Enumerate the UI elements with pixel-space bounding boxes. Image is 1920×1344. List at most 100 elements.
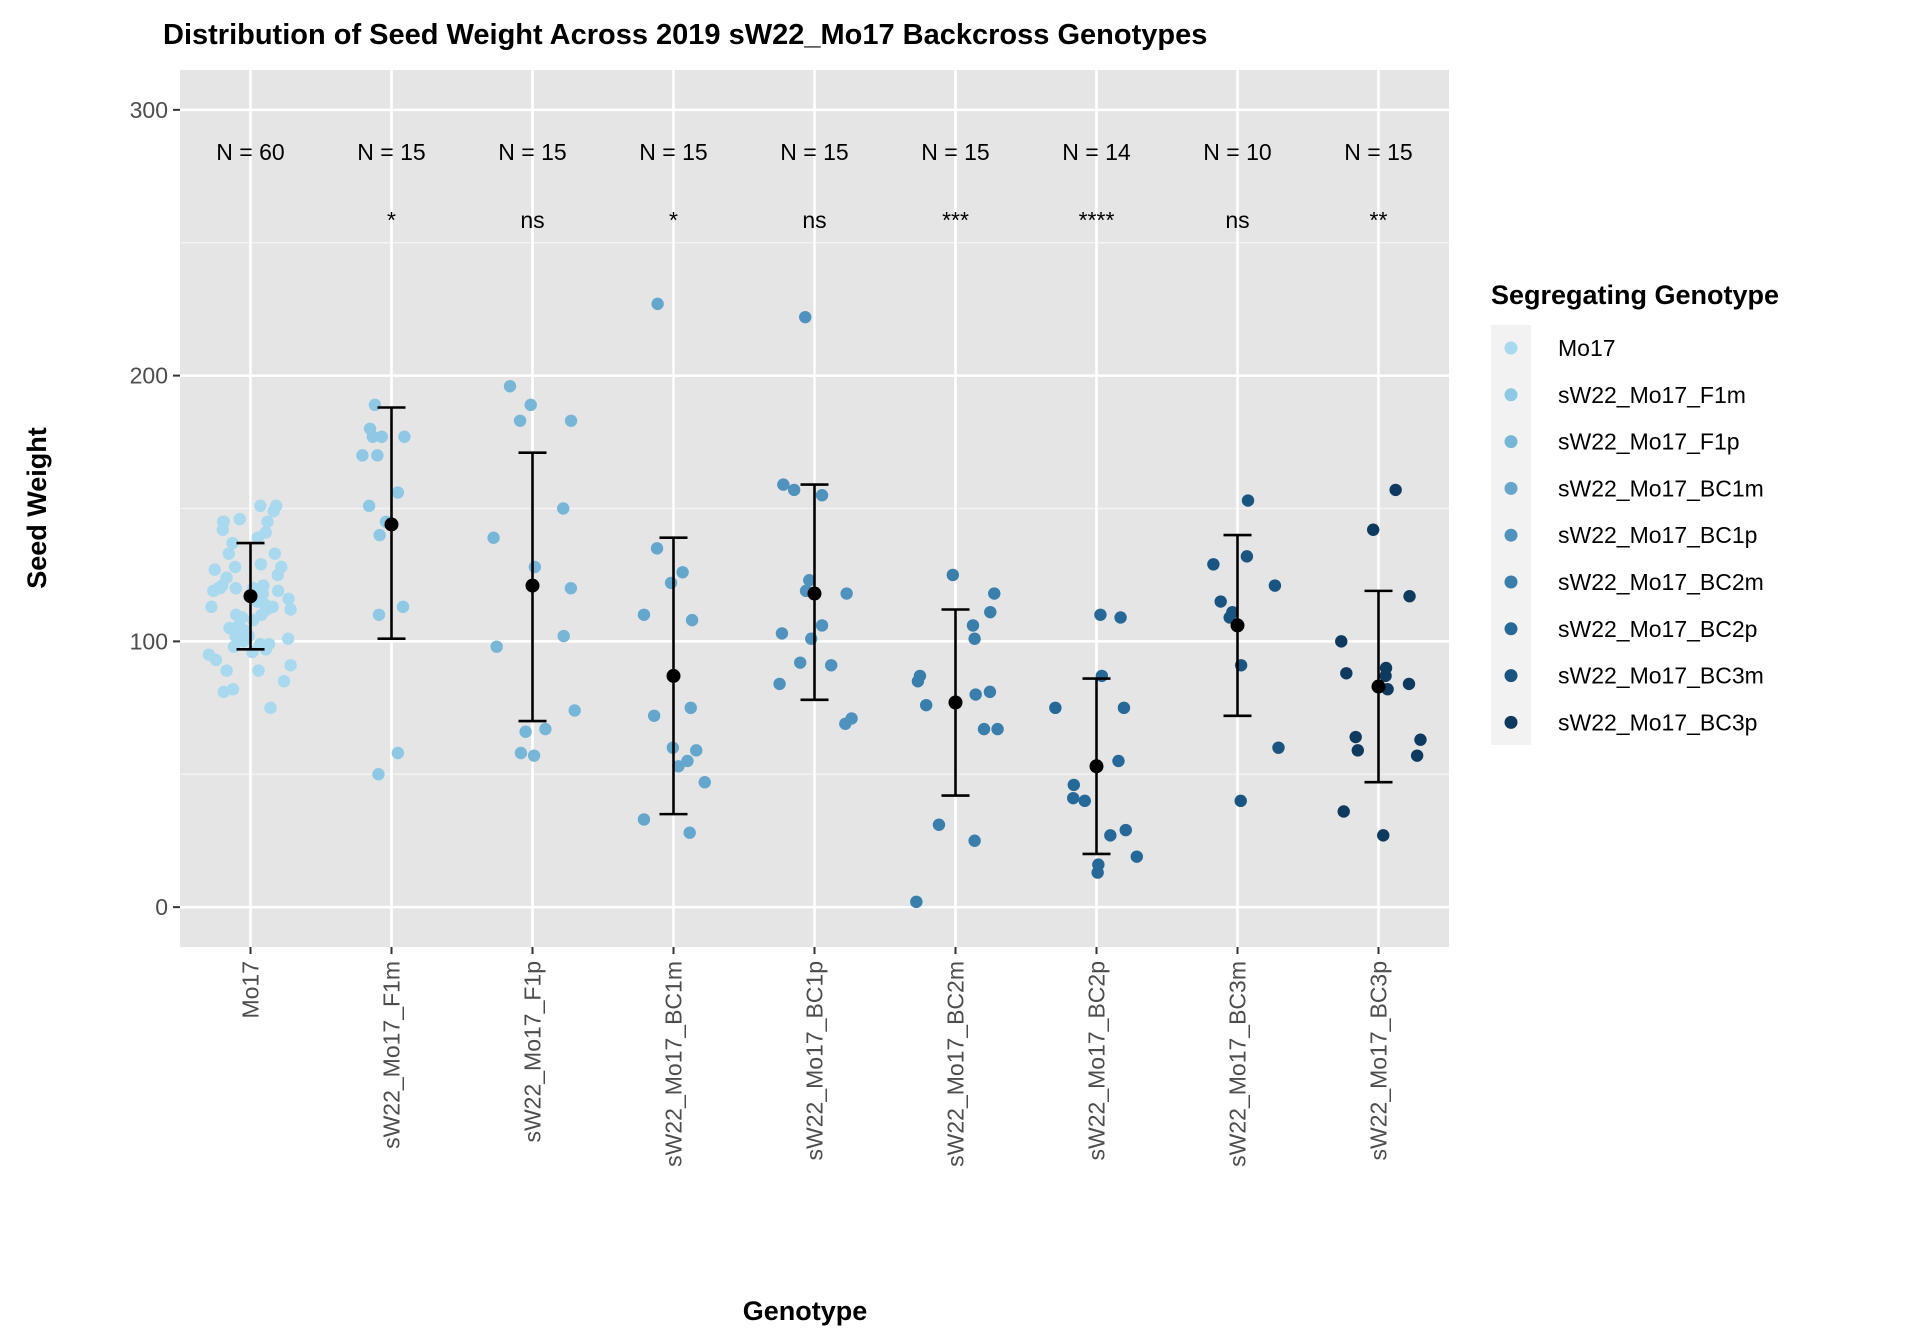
data-point (775, 627, 789, 640)
y-tick-label: 0 (155, 894, 168, 920)
legend-title: Segregating Genotype (1491, 280, 1779, 310)
data-point (1130, 850, 1143, 863)
data-point (513, 414, 527, 427)
n-label: N = 15 (780, 139, 848, 165)
data-point (698, 776, 711, 789)
legend-label: sW22_Mo17_BC3m (1558, 663, 1764, 689)
legend-key (1504, 528, 1518, 542)
data-point (1268, 579, 1282, 592)
data-point (1403, 590, 1416, 603)
mean-point (1089, 759, 1104, 774)
data-point (1366, 523, 1380, 536)
data-point (1340, 667, 1353, 680)
data-point (676, 566, 689, 579)
x-axis: Mo17 sW22_Mo17_F1m sW22_Mo17_F1p sW22_Mo17_… (238, 947, 1392, 1167)
legend-key (1504, 715, 1518, 729)
data-point (651, 297, 664, 311)
mean-point (807, 586, 822, 601)
data-point (984, 605, 997, 619)
data-point (233, 512, 246, 526)
x-tick-label: sW22_Mo17_F1p (520, 961, 546, 1143)
data-point (252, 664, 265, 677)
data-point (371, 449, 384, 462)
data-point (391, 746, 405, 760)
data-point (911, 675, 925, 688)
data-point (229, 608, 243, 622)
data-point (968, 834, 981, 847)
data-point (988, 587, 1001, 600)
data-point (503, 380, 517, 393)
data-point (777, 478, 790, 491)
y-tick-label: 300 (130, 97, 168, 123)
data-point (216, 579, 229, 592)
x-tick-label: sW22_Mo17_BC2m (943, 961, 969, 1167)
legend-label: sW22_Mo17_BC1p (1558, 522, 1757, 548)
data-point (205, 600, 218, 614)
legend-label: sW22_Mo17_BC2p (1558, 616, 1757, 642)
data-point (840, 587, 853, 600)
legend-label: sW22_Mo17_BC2m (1558, 569, 1764, 595)
n-label: N = 10 (1203, 139, 1271, 165)
x-axis-title: Genotype (743, 1296, 868, 1326)
data-point (228, 560, 242, 574)
data-point (208, 563, 222, 576)
data-point (202, 648, 216, 661)
data-point (207, 584, 220, 598)
y-axis-title: Seed Weight (22, 427, 52, 589)
data-point (527, 749, 541, 762)
legend-key (1504, 481, 1518, 495)
data-point (799, 310, 812, 324)
data-point (398, 430, 411, 443)
data-point (1067, 791, 1080, 805)
data-point (368, 398, 382, 412)
data-point (251, 531, 265, 544)
data-point (1094, 608, 1107, 622)
x-tick-label: sW22_Mo17_BC3m (1225, 961, 1251, 1167)
x-tick-label: sW22_Mo17_F1m (379, 961, 405, 1149)
data-point (229, 629, 242, 643)
data-point (372, 608, 386, 622)
data-point (968, 632, 981, 645)
data-point (919, 698, 933, 712)
data-point (372, 768, 385, 781)
data-point (1067, 778, 1081, 792)
data-point (487, 531, 500, 544)
data-point (685, 613, 699, 627)
data-point (1078, 794, 1091, 808)
data-point (966, 619, 980, 632)
y-tick-label: 100 (130, 628, 168, 654)
data-point (519, 725, 532, 738)
data-point (282, 592, 295, 606)
data-point (672, 760, 685, 773)
data-point (490, 640, 503, 653)
data-point (362, 499, 376, 513)
x-tick-label: sW22_Mo17_BC2p (1084, 961, 1110, 1160)
n-label: N = 15 (1344, 139, 1412, 165)
data-point (564, 414, 578, 427)
significance-label: ns (520, 207, 544, 233)
data-point (254, 499, 267, 513)
data-point (356, 449, 369, 462)
legend-label: sW22_Mo17_BC1m (1558, 475, 1764, 501)
data-point (684, 701, 697, 715)
data-point (232, 619, 246, 632)
x-tick-label: sW22_Mo17_BC3p (1366, 961, 1392, 1160)
n-label: N = 15 (639, 139, 707, 165)
data-point (366, 430, 379, 443)
data-point (217, 685, 230, 699)
significance-label: **** (1079, 207, 1115, 233)
data-point (528, 560, 542, 574)
x-tick-label: sW22_Mo17_BC1p (802, 961, 828, 1160)
data-point (270, 499, 283, 513)
data-point (910, 895, 923, 909)
data-point (1114, 611, 1127, 624)
data-point (969, 688, 982, 701)
mean-point (243, 589, 258, 604)
data-point (983, 685, 997, 699)
data-point (1335, 635, 1348, 648)
data-point (284, 603, 297, 616)
n-label: N = 14 (1062, 139, 1131, 165)
chart-title: Distribution of Seed Weight Across 2019 … (163, 19, 1207, 51)
data-point (815, 619, 829, 632)
significance-label: * (669, 207, 678, 233)
